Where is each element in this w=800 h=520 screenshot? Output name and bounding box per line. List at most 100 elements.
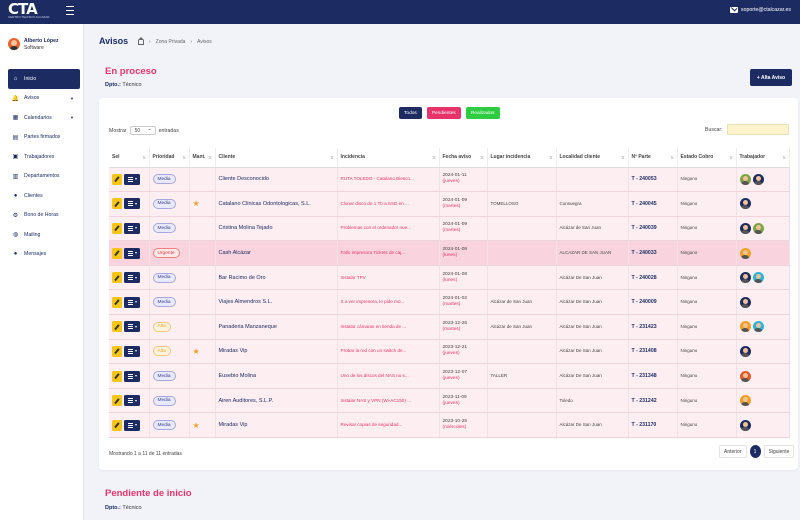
worker-avatar[interactable] <box>739 370 751 382</box>
incident-text[interactable]: Fallo impresora Tickets de caj... <box>340 250 406 256</box>
client-name[interactable]: Cash Alcázar <box>218 250 251 257</box>
parte-number[interactable]: T - 240009 <box>631 299 657 306</box>
parte-number[interactable]: T - 240028 <box>631 274 657 281</box>
worker-avatar[interactable] <box>739 345 751 357</box>
row-menu-button[interactable] <box>124 345 140 357</box>
edit-pencil-icon[interactable] <box>112 222 122 234</box>
client-name[interactable]: Bar Racimo de Oro <box>218 274 266 281</box>
sidebar-item-clientes[interactable]: ● Clientes <box>8 186 80 206</box>
edit-pencil-icon[interactable] <box>112 272 122 284</box>
column-header[interactable]: Incidencia ⇅ <box>337 148 440 168</box>
edit-pencil-icon[interactable] <box>112 173 122 185</box>
edit-pencil-icon[interactable] <box>112 321 122 333</box>
worker-avatar[interactable] <box>752 222 764 234</box>
sidebar-item-partes-firmados[interactable]: ▤ Partes firmados <box>8 128 80 148</box>
edit-pencil-icon[interactable] <box>112 296 122 308</box>
row-menu-button[interactable] <box>124 419 140 431</box>
parte-number[interactable]: T - 231348 <box>631 373 657 380</box>
table-row[interactable]: Media Cristina Molina Tejado Problemas con… <box>109 216 790 242</box>
edit-pencil-icon[interactable] <box>112 395 122 407</box>
incident-text[interactable]: Revisar copias de seguridad... <box>340 422 403 428</box>
table-row[interactable]: Media ★ Catalano Clinicas Odontologicas, S… <box>109 191 790 217</box>
incident-text[interactable]: Instalar NAS y VPN (Wi-AC150) ... <box>340 397 411 403</box>
parte-number[interactable]: T - 240053 <box>631 176 657 183</box>
column-header[interactable]: Sel ⇅ <box>109 148 150 168</box>
entries-select[interactable]: 50 <box>129 126 156 135</box>
user-profile[interactable]: Alberto López Software <box>8 38 59 51</box>
row-menu-button[interactable] <box>124 272 140 284</box>
worker-avatar[interactable] <box>752 321 764 333</box>
sidebar-item-calendarios[interactable]: ▦ Calendarios ▼ <box>8 108 80 128</box>
incident-text[interactable]: X a ver impresora, le pide mo... <box>340 299 405 305</box>
sidebar-item-inicio[interactable]: ⌂ Inicio <box>8 69 80 89</box>
sidebar-item-mensajes[interactable]: ● Mensajes <box>8 245 80 265</box>
parte-number[interactable]: T - 231170 <box>631 422 657 429</box>
parte-number[interactable]: T - 231423 <box>631 323 657 330</box>
client-name[interactable]: Airen Auditores, S.L.P. <box>218 397 274 404</box>
column-header[interactable]: Lugar incidencia ⇅ <box>487 148 557 168</box>
row-menu-button[interactable] <box>124 395 140 407</box>
edit-pencil-icon[interactable] <box>112 419 122 431</box>
breadcrumb-zona-privada[interactable]: Zona Privada <box>155 39 186 45</box>
incident-text[interactable]: Problemas con el ordenador nue... <box>340 225 411 231</box>
sidebar-item-avisos[interactable]: 🔔 Avisos ▼ <box>8 89 80 109</box>
parte-number[interactable]: T - 240045 <box>631 200 657 207</box>
parte-number[interactable]: T - 240039 <box>631 225 657 232</box>
alta-aviso-button[interactable]: + Alta Aviso <box>750 69 792 86</box>
edit-pencil-icon[interactable] <box>112 370 122 382</box>
table-row[interactable]: Media ★ Miradas Vip Revisar copias de segur… <box>109 412 790 439</box>
prev-page-button[interactable]: Anterior <box>719 445 747 458</box>
edit-pencil-icon[interactable] <box>112 198 122 210</box>
sidebar-item-trabajadores[interactable]: ▣ Trabajadores <box>8 147 80 167</box>
table-row[interactable]: Media Bar Racimo de Oro Instalar TPV 2024-0… <box>109 265 790 291</box>
filter-todos-button[interactable]: Todos <box>399 107 422 119</box>
worker-avatar[interactable] <box>739 173 751 185</box>
incident-text[interactable]: RUTA TOLEDO - Catalano Biesco... <box>340 176 414 182</box>
sidebar-item-mailing[interactable]: ◍ Mailing <box>8 225 80 245</box>
column-header[interactable]: Mant. ⇅ <box>189 148 216 168</box>
table-row[interactable]: Urgente Cash Alcázar Fallo impresora Ticke… <box>109 240 790 266</box>
worker-avatar[interactable] <box>752 173 764 185</box>
client-name[interactable]: Viajes Almendros S.L. <box>218 299 273 306</box>
column-header[interactable]: Localidad cliente ⇅ <box>556 148 629 168</box>
incident-text[interactable]: Clonar disco de 1 Tb a SSD en ... <box>340 200 409 206</box>
row-menu-button[interactable] <box>124 296 140 308</box>
client-name[interactable]: Cristina Molina Tejado <box>218 225 273 232</box>
home-icon[interactable] <box>138 36 144 45</box>
column-header[interactable]: Nº Parte ⇅ <box>628 148 678 168</box>
worker-avatar[interactable] <box>739 272 751 284</box>
worker-avatar[interactable] <box>739 198 751 210</box>
table-row[interactable]: Alta ★ Miradas Vip Probar la red con un swi… <box>109 339 790 365</box>
worker-avatar[interactable] <box>739 395 751 407</box>
incident-text[interactable]: Instalar TPV <box>340 274 366 280</box>
incident-text[interactable]: Instalar cámaras en tienda de ... <box>340 323 407 329</box>
client-name[interactable]: Catalano Clinicas Odontologicas, S.L. <box>218 200 311 207</box>
worker-avatar[interactable] <box>739 321 751 333</box>
worker-avatar[interactable] <box>739 247 751 259</box>
worker-avatar[interactable] <box>739 419 751 431</box>
row-menu-button[interactable] <box>124 321 140 333</box>
client-name[interactable]: Panaderia Manzaneque <box>218 323 277 330</box>
client-name[interactable]: Eusebio Molina <box>218 373 257 380</box>
sidebar-item-departamentos[interactable]: ▥ Departamentos <box>8 167 80 187</box>
column-header[interactable]: Prioridad ⇅ <box>149 148 190 168</box>
row-menu-button[interactable] <box>124 173 140 185</box>
column-header[interactable]: Fecha aviso ⇅ <box>439 148 488 168</box>
row-menu-button[interactable] <box>124 370 140 382</box>
column-header[interactable]: Trabajador ⇅ <box>736 148 790 168</box>
worker-avatar[interactable] <box>739 296 751 308</box>
row-menu-button[interactable] <box>124 222 140 234</box>
hamburger-menu-icon[interactable] <box>66 6 74 15</box>
filter-pendientes-button[interactable]: Pendientes <box>426 107 461 119</box>
parte-number[interactable]: T - 231408 <box>631 348 657 355</box>
client-name[interactable]: Miradas Vip <box>218 348 248 355</box>
client-name[interactable]: Miradas Vip <box>218 422 248 429</box>
edit-pencil-icon[interactable] <box>112 247 122 259</box>
support-email[interactable]: soporte@ctalcazar.es <box>730 7 791 13</box>
column-header[interactable]: Cliente ⇅ <box>215 148 338 168</box>
client-name[interactable]: Cliente Desconocido <box>218 176 269 183</box>
logo[interactable]: CTA CENTRO TECNICO ALCAZAR <box>8 2 49 20</box>
table-row[interactable]: Media Viajes Almendros S.L. X a ver impres… <box>109 289 790 316</box>
worker-avatar[interactable] <box>739 222 751 234</box>
table-row[interactable]: Media Eusebio Molina Uno de los discos del… <box>109 363 790 389</box>
